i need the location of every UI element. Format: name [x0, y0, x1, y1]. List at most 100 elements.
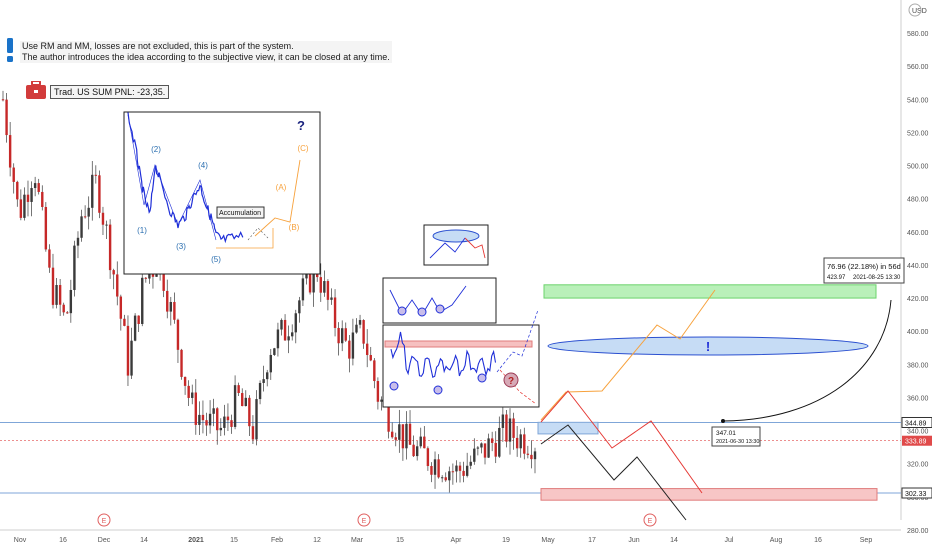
candle-body: [327, 281, 329, 300]
candle-body: [38, 183, 40, 192]
entry-zone-blue: [538, 422, 598, 434]
candle-body: [134, 316, 136, 341]
target-zone-green: [544, 285, 876, 298]
candle-body: [491, 438, 493, 443]
candle-body: [202, 415, 204, 420]
candle-body: [473, 449, 475, 462]
candle-body: [45, 207, 47, 249]
exclamation-icon: [7, 38, 13, 62]
candle-body: [170, 302, 172, 312]
wave-label: (2): [151, 145, 161, 154]
earnings-label: E: [362, 518, 367, 525]
candle-body: [23, 195, 25, 218]
candle-body: [487, 438, 489, 457]
candle-body: [145, 278, 147, 279]
candle-body: [441, 477, 443, 478]
candle-body: [266, 372, 268, 379]
candle-body: [84, 216, 86, 217]
detail-dot: [390, 382, 398, 390]
candle-body: [220, 428, 222, 430]
candle-body: [412, 445, 414, 456]
candle-body: [359, 320, 361, 325]
detail-dot: [478, 374, 486, 382]
candle-body: [434, 459, 436, 474]
candle-body: [34, 183, 36, 188]
candle-body: [330, 297, 332, 299]
candle-body: [495, 443, 497, 457]
y-tick-label: 440.00: [907, 263, 929, 270]
pnl-label: Trad. US SUM PNL: -23,35.: [50, 85, 169, 99]
pattern-dot: [398, 307, 406, 315]
wave-label: (1): [137, 226, 147, 235]
candle-body: [30, 188, 32, 202]
candle-body: [334, 297, 336, 327]
candle-body: [66, 312, 68, 313]
candle-body: [295, 313, 297, 332]
x-tick-label: Feb: [271, 537, 283, 544]
candle-body: [320, 277, 322, 293]
candle-body: [105, 225, 107, 226]
candle-body: [198, 415, 200, 425]
candle-body: [262, 379, 264, 383]
x-tick-label: 17: [588, 537, 596, 544]
candle-body: [173, 302, 175, 320]
exclamation-mark: !: [706, 339, 710, 354]
candle-body: [498, 428, 500, 457]
x-tick-label: 16: [59, 537, 67, 544]
candle-body: [527, 454, 529, 455]
y-tick-label: 360.00: [907, 395, 929, 402]
y-tick-label: 420.00: [907, 296, 929, 303]
x-tick-label: Jul: [725, 537, 734, 544]
candle-body: [102, 213, 104, 225]
x-tick-label: Dec: [98, 537, 111, 544]
y-tick-label: 280.00: [907, 528, 929, 535]
candle-body: [402, 424, 404, 448]
candle-body: [195, 393, 197, 425]
x-tick-label: 16: [814, 537, 822, 544]
x-tick-label: 2021: [188, 537, 204, 544]
candle-body: [130, 341, 132, 376]
measure-curve: [723, 300, 891, 421]
candle-body: [62, 305, 64, 313]
candle-body: [55, 285, 57, 305]
candle-body: [284, 320, 286, 340]
candle-body: [123, 319, 125, 326]
candle-body: [348, 341, 350, 359]
mini-ellipse: [433, 230, 479, 242]
price-tag-label: 344.89: [905, 420, 927, 427]
y-tick-label: 580.00: [907, 31, 929, 38]
candle-body: [48, 249, 50, 267]
y-tick-label: 380.00: [907, 362, 929, 369]
wave-inset: [124, 112, 320, 274]
measure-line-2a: 423.97: [827, 275, 846, 281]
y-tick-label: 480.00: [907, 197, 929, 204]
accumulation-label: Accumulation: [219, 210, 261, 217]
candle-body: [223, 417, 225, 428]
note-line-2: The author introduces the idea according…: [20, 52, 392, 63]
candle-body: [291, 332, 293, 336]
candle-body: [241, 393, 243, 406]
candle-body: [277, 330, 279, 349]
candle-body: [355, 325, 357, 333]
candle-body: [20, 199, 22, 218]
candle-body: [398, 424, 400, 440]
candle-body: [216, 408, 218, 430]
detail-dot: [434, 386, 442, 394]
x-tick-label: Apr: [451, 537, 463, 544]
candle-body: [427, 448, 429, 466]
y-tick-label: 320.00: [907, 462, 929, 469]
y-tick-label: 460.00: [907, 230, 929, 237]
candle-body: [180, 350, 182, 377]
candle-body: [462, 471, 464, 476]
x-tick-label: Sep: [860, 537, 873, 544]
candle-body: [137, 316, 139, 324]
candle-body: [366, 344, 368, 355]
candle-body: [191, 393, 193, 398]
y-tick-label: 400.00: [907, 329, 929, 336]
candle-body: [141, 278, 143, 324]
candle-body: [362, 320, 364, 344]
x-tick-label: 14: [140, 537, 148, 544]
x-tick-label: Jun: [628, 537, 639, 544]
